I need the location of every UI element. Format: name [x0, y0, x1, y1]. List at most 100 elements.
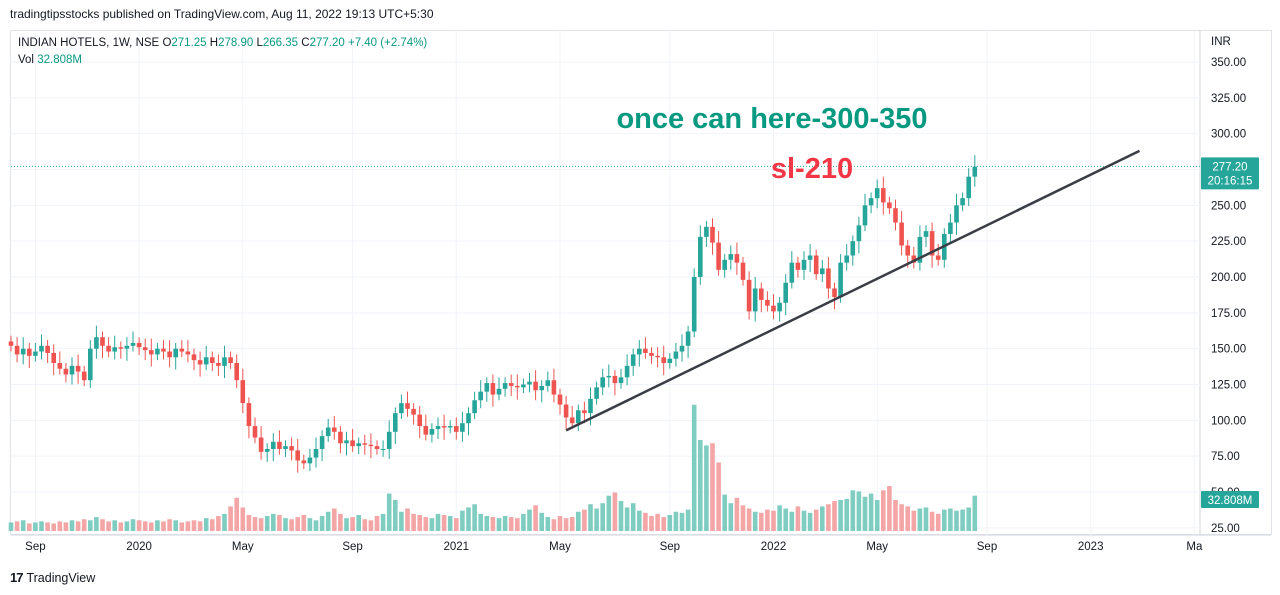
candle-body — [33, 351, 38, 356]
candle-body — [673, 351, 679, 359]
time-axis: Sep 2020 May Sep 2021 May Sep 2022 May Sep 2023 Ma — [25, 541, 1203, 553]
candle-body — [136, 342, 142, 348]
volume-bar — [405, 508, 410, 531]
candle-body — [155, 348, 160, 355]
candle-body — [258, 437, 264, 452]
candle-body — [81, 371, 87, 381]
candle-body — [710, 226, 715, 243]
candle-body — [277, 441, 282, 450]
volume-bar — [893, 499, 898, 531]
published-info: tradingtipsstocks published on TradingVi… — [10, 7, 434, 21]
candle-body — [545, 380, 551, 386]
volume-bar — [264, 516, 270, 531]
volume-bar — [923, 507, 929, 531]
close-value: 277.20 — [309, 37, 345, 49]
volume-bar — [63, 522, 69, 531]
price-tick-label: 200.00 — [1211, 272, 1246, 284]
volume-bar — [685, 509, 691, 531]
price-tick-label: 175.00 — [1211, 308, 1246, 320]
time-tick-label: 2021 — [444, 541, 470, 553]
candle-body — [393, 413, 398, 432]
candle-body — [551, 380, 557, 395]
volume-bar — [8, 522, 14, 531]
candle-body — [246, 403, 252, 427]
candle-body — [533, 381, 538, 391]
price-tick-label: 75.00 — [1211, 451, 1240, 463]
volume-bar — [789, 511, 795, 531]
volume-bar — [484, 516, 490, 531]
candle-body — [179, 348, 185, 352]
tradingview-footer[interactable]: 17 TradingView — [10, 570, 95, 585]
last-volume-badge — [1201, 491, 1259, 508]
time-tick-label: Sep — [342, 541, 362, 553]
candle-body — [813, 255, 819, 275]
volume-bar — [746, 508, 752, 531]
volume-bar — [234, 497, 239, 531]
volume-bar — [576, 511, 581, 531]
candle-body — [795, 262, 801, 270]
volume-bar — [740, 505, 746, 531]
candle-body — [832, 288, 837, 298]
candle-body — [130, 342, 136, 346]
candle-body — [728, 254, 734, 260]
candle-body — [704, 226, 709, 237]
volume-bar — [155, 520, 160, 531]
candle-body — [441, 426, 447, 428]
volume-bar — [551, 519, 557, 531]
currency-label: INR — [1211, 36, 1231, 48]
time-tick-label: May — [232, 541, 254, 553]
volume-bar — [222, 513, 227, 531]
candle-body — [228, 357, 233, 364]
candle-body — [435, 426, 441, 429]
candle-body — [454, 426, 459, 432]
volume-bars — [8, 404, 978, 531]
volume-bar — [246, 514, 252, 531]
volume-bar — [911, 510, 917, 531]
candle-body — [783, 282, 788, 303]
candle-body — [935, 255, 941, 260]
price-tick-label: 350.00 — [1211, 57, 1246, 69]
candle-body — [923, 231, 929, 237]
candle-body — [966, 176, 971, 199]
candle-body — [899, 222, 904, 246]
volume-bar — [521, 513, 526, 531]
volume-bar — [466, 507, 471, 531]
candle-body — [45, 345, 50, 353]
change-value: +7.40 (+2.74%) — [347, 37, 428, 49]
candle-body — [88, 348, 93, 381]
volume-bar — [862, 496, 868, 531]
candle-body — [874, 188, 880, 199]
volume-bar — [45, 522, 50, 531]
volume-bar — [874, 499, 880, 531]
volume-bar — [301, 514, 307, 531]
volume-bar — [271, 513, 276, 531]
volume-bar — [569, 517, 575, 531]
candle-body — [222, 357, 227, 366]
volume-bar — [149, 522, 154, 531]
volume-bar — [704, 445, 709, 531]
volume-bar — [868, 493, 874, 531]
volume-bar — [563, 518, 569, 531]
ohlc-row: INDIAN HOTELS, 1W, NSE O271.25 H278.90 L… — [18, 35, 427, 52]
candle-body — [386, 431, 392, 450]
candle-body — [191, 354, 197, 361]
candle-body — [252, 426, 258, 438]
candle-body — [478, 391, 483, 401]
candle-body — [374, 446, 380, 450]
candle-body — [356, 443, 361, 447]
candle-body — [124, 345, 130, 349]
candle-body — [624, 365, 630, 378]
candle-body — [484, 383, 490, 392]
volume-bar — [27, 523, 32, 531]
volume-bar — [185, 521, 191, 531]
volume-bar — [801, 510, 807, 531]
time-tick-label: Ma — [1186, 541, 1203, 553]
candle-body — [203, 357, 209, 365]
volume-bar — [124, 521, 130, 531]
volume-bar — [490, 517, 496, 531]
candle-body — [746, 279, 752, 312]
candle-body — [661, 357, 666, 364]
candle-body — [338, 431, 343, 444]
candle-body — [801, 259, 807, 270]
